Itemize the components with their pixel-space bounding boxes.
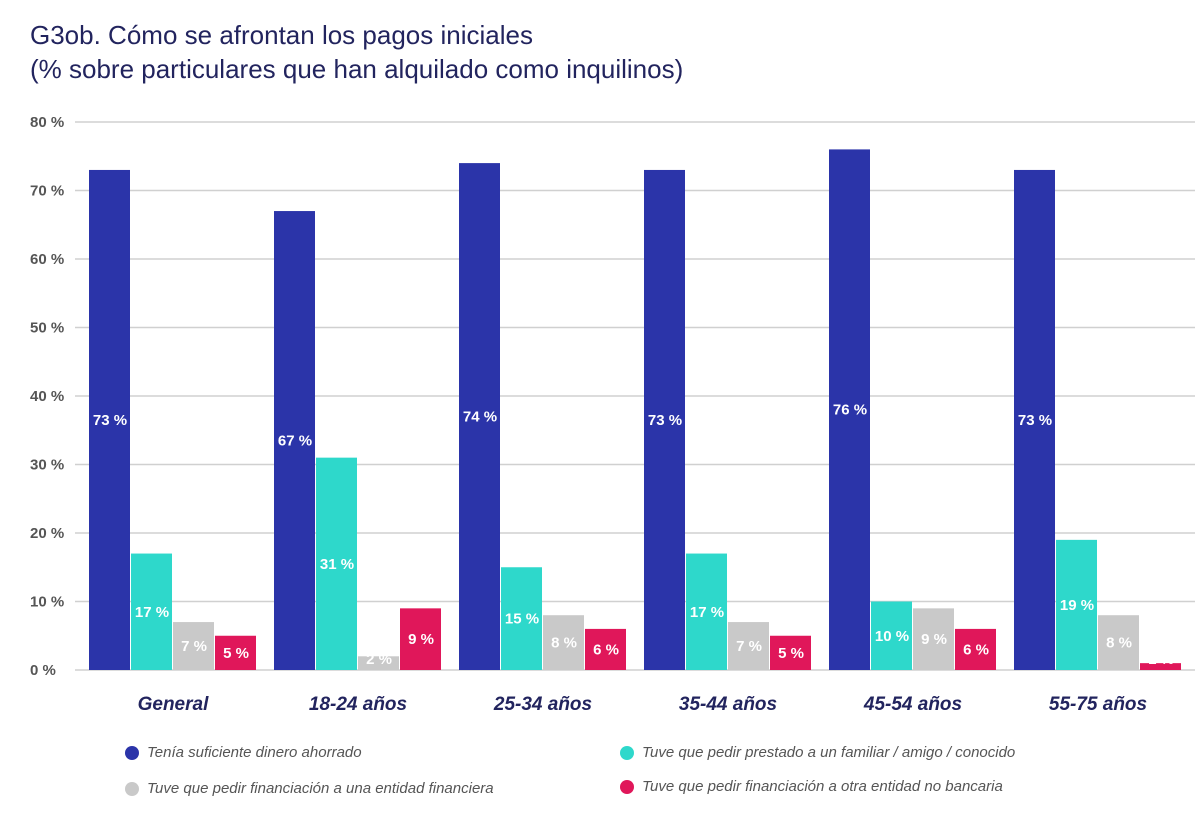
data-label: 6 % [593, 641, 619, 658]
bar [1098, 615, 1139, 670]
bar [770, 635, 811, 670]
chart-title-line1: G3ob. Cómo se afrontan los pagos inicial… [30, 20, 533, 50]
bar-chart: 0 % 10 % 20 % 30 % 40 % 50 % 60 % 70 % 80 % 73 % 1… [30, 114, 1195, 715]
bar [1014, 169, 1055, 670]
data-label: 67 % [278, 433, 312, 450]
data-label: 6 % [963, 641, 989, 658]
y-tick-label: 50 % [30, 320, 64, 337]
data-label: 31 % [320, 556, 354, 573]
chart-title: G3ob. Cómo se afrontan los pagos inicial… [30, 18, 683, 86]
legend-item-ahorrado: Tenía suficiente dinero ahorrado [125, 744, 362, 761]
bar [501, 567, 542, 670]
data-label: 17 % [135, 604, 169, 621]
bar [400, 608, 441, 670]
data-label: 7 % [736, 638, 762, 655]
legend-dot-icon [125, 781, 139, 796]
bar [543, 615, 584, 670]
legend-label: Tuve que pedir financiación a otra entid… [642, 778, 1003, 795]
data-label: 73 % [1018, 412, 1052, 429]
bar [913, 608, 954, 670]
y-tick-label: 60 % [30, 251, 64, 268]
bar [955, 628, 996, 670]
y-tick-label: 80 % [30, 114, 64, 131]
data-label: 5 % [778, 645, 804, 662]
bar [459, 163, 500, 670]
legend-label: Tuve que pedir prestado a un familiar / … [642, 744, 1016, 761]
data-label: 17 % [690, 604, 724, 621]
legend-item-entidad-financiera: Tuve que pedir financiación a una entida… [125, 780, 494, 797]
data-label: 7 % [181, 638, 207, 655]
legend-label: Tenía suficiente dinero ahorrado [147, 744, 362, 761]
x-category-label: 35-44 años [679, 694, 777, 715]
data-label: 1 % [1148, 651, 1174, 668]
bar [829, 149, 870, 670]
data-label: 76 % [833, 402, 867, 419]
data-label: 8 % [551, 635, 577, 652]
bar [89, 169, 130, 670]
bar [316, 457, 357, 670]
bar [215, 635, 256, 670]
y-tick-label: 0 % [30, 662, 56, 679]
y-tick-label: 30 % [30, 457, 64, 474]
data-label: 73 % [93, 412, 127, 429]
bar [358, 656, 399, 670]
legend-label: Tuve que pedir financiación a una entida… [147, 780, 494, 797]
data-label: 10 % [875, 628, 909, 645]
y-tick-label: 10 % [30, 594, 64, 611]
y-tick-label: 20 % [30, 525, 64, 542]
chart-title-line2: (% sobre particulares que han alquilado … [30, 54, 684, 84]
data-label: 73 % [648, 412, 682, 429]
y-tick-label: 40 % [30, 388, 64, 405]
bar [131, 553, 172, 670]
legend: Tenía suficiente dinero ahorrado Tuve qu… [0, 740, 1200, 810]
x-category-label: 45-54 años [863, 694, 962, 715]
x-category-label: 18-24 años [309, 694, 407, 715]
data-label: 74 % [463, 409, 497, 426]
data-label: 19 % [1060, 597, 1094, 614]
legend-item-familiar: Tuve que pedir prestado a un familiar / … [620, 744, 1015, 761]
bar [585, 628, 626, 670]
bar [686, 553, 727, 670]
x-category-label: 55-75 años [1049, 694, 1147, 715]
data-label: 2 % [366, 651, 392, 668]
bar [871, 601, 912, 670]
legend-dot-icon [620, 745, 634, 760]
x-category-label: General [138, 694, 209, 715]
bar [173, 622, 214, 670]
bar [1056, 539, 1097, 670]
bar [728, 622, 769, 670]
bar [1140, 663, 1181, 670]
legend-dot-icon [620, 779, 634, 794]
data-label: 5 % [223, 645, 249, 662]
legend-dot-icon [125, 745, 139, 760]
bar [274, 211, 315, 671]
legend-item-no-bancaria: Tuve que pedir financiación a otra entid… [620, 778, 1003, 795]
data-label: 9 % [921, 631, 947, 648]
y-tick-label: 70 % [30, 183, 64, 200]
data-label: 8 % [1106, 635, 1132, 652]
x-category-label: 25-34 años [493, 694, 592, 715]
bar [644, 169, 685, 670]
data-label: 15 % [505, 611, 539, 628]
data-label: 9 % [408, 631, 434, 648]
